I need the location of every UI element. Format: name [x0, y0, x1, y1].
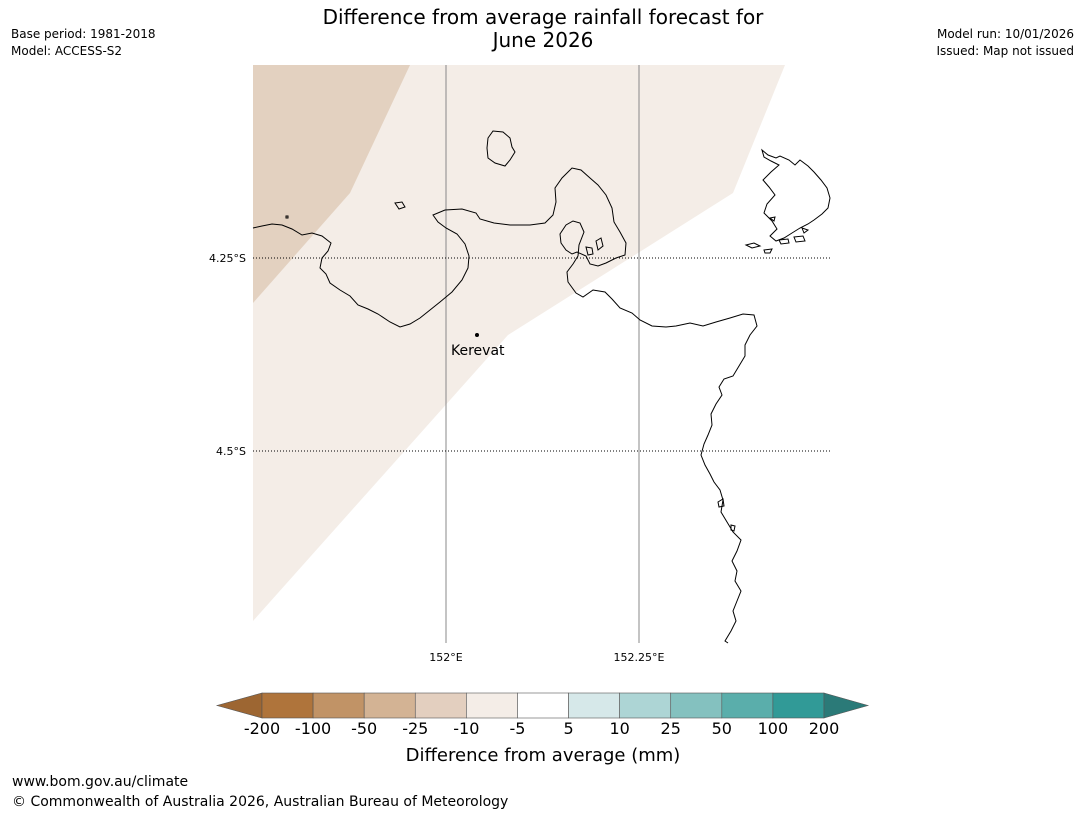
region-minus-5-to-minus-10	[253, 65, 785, 621]
colorbar-segment	[414, 692, 467, 719]
coastline-islet-north	[486, 130, 516, 167]
colorbar-tick-label: -200	[243, 719, 281, 738]
colorbar-tick-label: 25	[660, 719, 681, 738]
colorbar-segment	[721, 692, 774, 719]
coastline-south-islet	[717, 498, 725, 508]
colorbar-segment	[466, 692, 518, 719]
base-period: Base period: 1981-2018	[11, 27, 156, 41]
colorbar-segment	[670, 692, 723, 719]
colorbar-title: Difference from average (mm)	[405, 745, 681, 766]
colorbar-tick-label: -50	[351, 719, 378, 738]
map-title: Difference from average rainfall forecas…	[243, 6, 843, 52]
colorbar-tick-label: 100	[757, 719, 789, 738]
model-info: Base period: 1981-2018 Model: ACCESS-S2	[11, 26, 156, 60]
model-run: Model run: 10/01/2026	[936, 27, 1074, 41]
colorbar-tick-label: -10	[453, 719, 480, 738]
kerevat-marker	[475, 333, 479, 337]
coastline	[252, 130, 831, 644]
coastline-tiny-islet	[285, 215, 289, 219]
coastline-duke-islet-2	[763, 248, 773, 254]
colorbar-tick-label: 5	[563, 719, 574, 738]
colorbar-segment	[517, 692, 569, 719]
issued-status: Issued: Map not issued	[936, 44, 1074, 58]
title-line-1: Difference from average rainfall forecas…	[322, 5, 764, 29]
lon-label-152e: 152°E	[429, 651, 462, 664]
coastline-south-islet-2	[730, 524, 736, 532]
colorbar-segment	[312, 692, 365, 719]
lat-label-4-25s: 4.25°S	[209, 252, 246, 265]
model-name: Model: ACCESS-S2	[11, 44, 123, 58]
title-line-2: June 2026	[492, 28, 594, 52]
colorbar-segment	[568, 692, 620, 719]
coastline-duke-islet-6	[801, 227, 810, 234]
colorbar-segment	[772, 692, 825, 719]
lon-label-152-25e: 152.25°E	[614, 651, 665, 664]
footer-copyright: © Commonwealth of Australia 2026, Austra…	[12, 794, 509, 810]
coastline-islet-west	[394, 201, 406, 210]
colorbar-segment	[619, 692, 672, 719]
coastline-duke-of-york	[761, 148, 831, 242]
colorbar	[215, 692, 870, 719]
colorbar-tick-label: 10	[609, 719, 630, 738]
lat-label-4-5s: 4.5°S	[216, 445, 246, 458]
colorbar-tick-label: -100	[294, 719, 332, 738]
colorbar-segment	[261, 692, 314, 719]
footer-url[interactable]: www.bom.gov.au/climate	[12, 774, 189, 790]
colorbar-tick-label: -25	[402, 719, 429, 738]
colorbar-extend-low	[215, 692, 263, 719]
colorbar-tick-label: 50	[711, 719, 732, 738]
coastline-islet-bay	[595, 237, 604, 251]
colorbar-extend-high	[823, 692, 870, 719]
coastline-duke-islet-1	[744, 242, 762, 249]
coastline-duke-islet-5	[768, 216, 776, 222]
coastline-main	[252, 167, 758, 644]
coastline-islet-inner	[585, 246, 594, 256]
coastline-duke-islet-3	[778, 238, 790, 245]
coastline-duke-islet-4	[793, 235, 806, 243]
colorbar-tick-label: -5	[509, 719, 526, 738]
colorbar-tick-label: 200	[808, 719, 840, 738]
run-info: Model run: 10/01/2026 Issued: Map not is…	[936, 26, 1074, 60]
kerevat-label: Kerevat	[451, 343, 505, 359]
colorbar-segment	[363, 692, 416, 719]
region-minus-10-to-minus-25	[253, 65, 410, 303]
